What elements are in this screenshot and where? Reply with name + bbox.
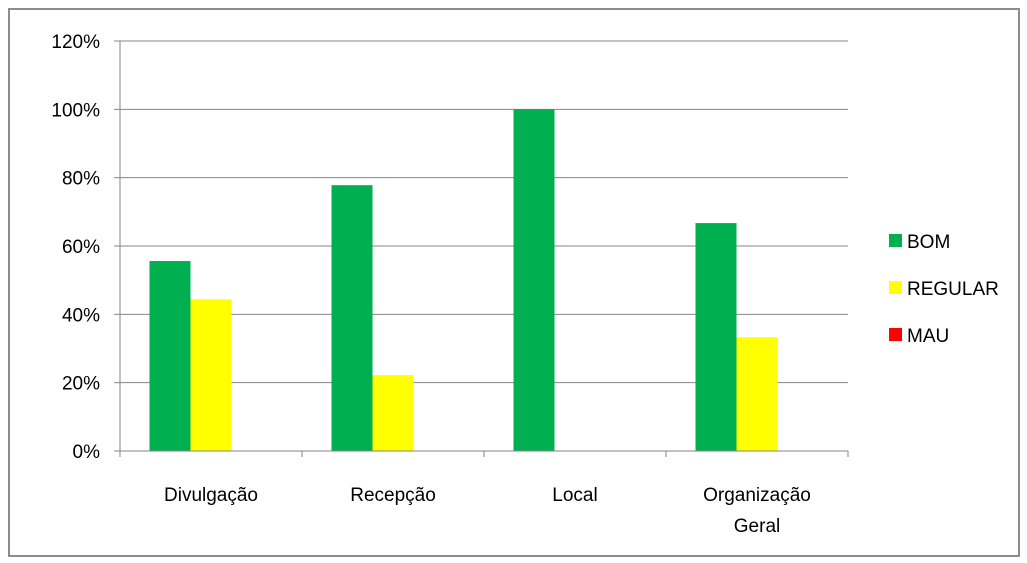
bar-regular bbox=[190, 299, 232, 451]
bar-regular bbox=[736, 337, 778, 451]
legend-label-bom: BOM bbox=[907, 232, 950, 253]
x-category-label: Divulgação bbox=[164, 485, 258, 506]
y-tick-label: 80% bbox=[62, 169, 100, 190]
legend: BOM REGULAR MAU bbox=[889, 232, 999, 347]
bar-bom bbox=[513, 109, 555, 451]
x-category-label: Recepção bbox=[350, 485, 436, 506]
legend-label-mau: MAU bbox=[907, 326, 949, 347]
y-tick-label: 0% bbox=[73, 442, 101, 463]
legend-label-regular: REGULAR bbox=[907, 279, 999, 300]
legend-swatch-bom bbox=[889, 234, 902, 247]
x-axis-category-labels: Divulgação Recepção Local Organização Geral bbox=[164, 485, 811, 537]
legend-swatch-regular bbox=[889, 281, 902, 294]
legend-swatch-mau bbox=[889, 328, 902, 341]
bar-bom bbox=[331, 185, 373, 451]
bar-bom bbox=[149, 261, 191, 451]
y-tick-label: 60% bbox=[62, 237, 100, 258]
bar-regular bbox=[372, 375, 414, 451]
y-tick-label: 40% bbox=[62, 305, 100, 326]
x-category-label: Organização Geral bbox=[703, 485, 811, 537]
y-tick-label: 100% bbox=[51, 100, 100, 121]
axes bbox=[119, 41, 849, 457]
y-axis-tick-labels: 0% 20% 40% 60% 80% 100% 120% bbox=[51, 32, 100, 463]
bars bbox=[149, 109, 778, 451]
bar-bom bbox=[695, 223, 737, 451]
y-tick-label: 120% bbox=[51, 32, 100, 53]
x-category-label: Local bbox=[552, 485, 597, 506]
y-tick-label: 20% bbox=[62, 374, 100, 395]
